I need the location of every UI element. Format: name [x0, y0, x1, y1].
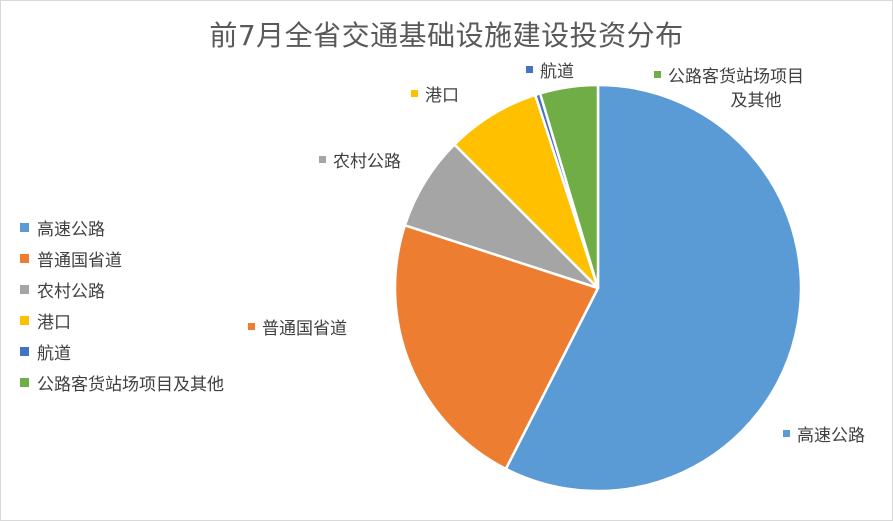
- legend-item-station-and-other: 公路客货站场项目及其他: [20, 367, 224, 398]
- legend-swatch-rural-road: [20, 285, 29, 294]
- slice-label-text-rural-road: 农村公路: [333, 152, 401, 172]
- pie-slices: [393, 83, 803, 493]
- legend-label-port: 港口: [37, 313, 71, 333]
- slice-label-marker-waterway: [526, 66, 533, 73]
- slice-label-text-station-and-other-line2: 及其他: [731, 91, 782, 111]
- legend-item-port: 港口: [20, 305, 224, 336]
- slice-label-text-port: 港口: [425, 86, 459, 106]
- slice-label-marker-highway: [783, 430, 790, 437]
- slice-label-port: 港口: [411, 86, 459, 106]
- pie-slice-station-and-other: [538, 83, 600, 290]
- pie-slice-highway: [504, 83, 803, 493]
- slice-label-marker-rural-road: [319, 156, 326, 163]
- legend-label-rural-road: 农村公路: [37, 282, 105, 302]
- legend-swatch-station-and-other: [20, 378, 29, 387]
- legend-label-national-provincial-road: 普通国省道: [37, 251, 122, 271]
- slice-label-text-waterway: 航道: [540, 62, 574, 82]
- slice-label-text-station-and-other: 公路客货站场项目: [668, 67, 804, 87]
- legend-swatch-national-provincial-road: [20, 254, 29, 263]
- legend-item-rural-road: 农村公路: [20, 274, 224, 305]
- slice-label-text-national-provincial-road: 普通国省道: [262, 319, 347, 339]
- slice-label-marker-port: [411, 90, 418, 97]
- chart-title: 前7月全省交通基础设施建设投资分布: [209, 19, 684, 52]
- slice-labels: 高速公路 普通国省道 农村公路 港口 航道 公路客货站场项目及其他: [248, 62, 865, 446]
- slice-label-national-provincial-road: 普通国省道: [248, 319, 347, 339]
- pie-slice-rural-road: [403, 143, 600, 290]
- slice-label-marker-station-and-other: [654, 71, 661, 78]
- slice-label-highway: 高速公路: [783, 426, 865, 446]
- pie-slice-national-provincial-road: [393, 224, 600, 471]
- legend-swatch-highway: [20, 223, 29, 232]
- legend: 高速公路 普通国省道 农村公路 港口 航道 公路客货站场项目及其他: [20, 212, 224, 398]
- slice-label-text-highway: 高速公路: [797, 426, 865, 446]
- legend-label-highway: 高速公路: [37, 220, 105, 240]
- slice-label-station-and-other: 公路客货站场项目及其他: [654, 67, 804, 111]
- slice-label-waterway: 航道: [526, 62, 574, 82]
- legend-label-waterway: 航道: [37, 344, 71, 364]
- legend-item-highway: 高速公路: [20, 212, 224, 243]
- legend-swatch-waterway: [20, 347, 29, 356]
- slice-label-marker-national-provincial-road: [248, 323, 255, 330]
- legend-item-waterway: 航道: [20, 336, 224, 367]
- legend-label-station-and-other: 公路客货站场项目及其他: [37, 375, 224, 395]
- legend-item-national-provincial-road: 普通国省道: [20, 243, 224, 274]
- legend-swatch-port: [20, 316, 29, 325]
- slice-label-rural-road: 农村公路: [319, 152, 401, 172]
- pie-slice-port: [453, 93, 600, 290]
